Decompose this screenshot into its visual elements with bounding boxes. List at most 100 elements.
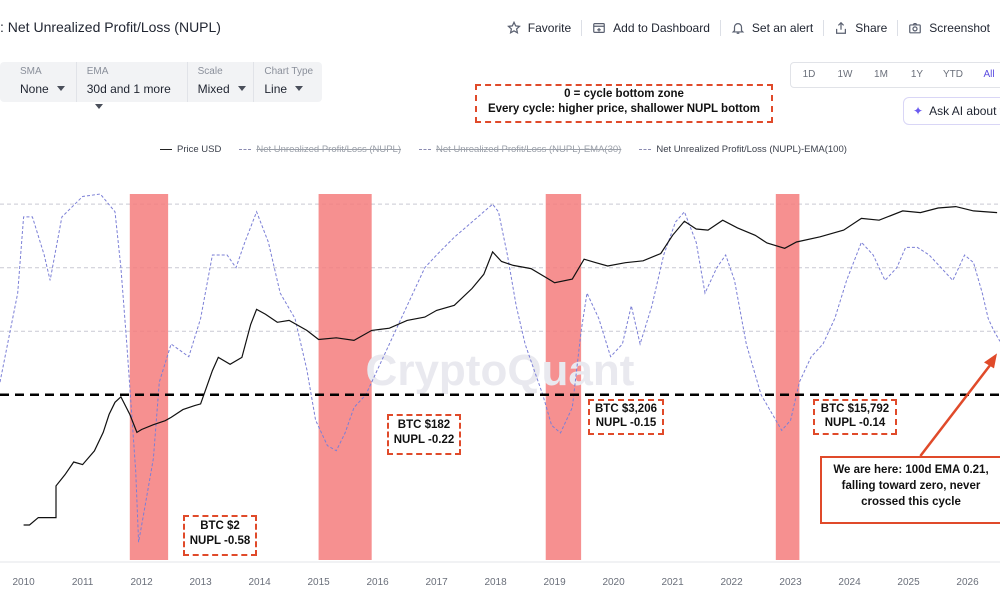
divider (897, 20, 899, 36)
favorite-label: Favorite (527, 21, 572, 35)
legend-label: Price USD (177, 144, 222, 155)
x-tick-label: 2023 (779, 577, 802, 588)
range-1y[interactable]: 1Y (910, 69, 924, 80)
legend-swatch (419, 149, 432, 150)
legend-nupl-ema30[interactable]: Net Unrealized Profit/Loss (NUPL)-EMA(30… (419, 144, 621, 155)
x-tick-label: 2017 (425, 577, 448, 588)
range-1m[interactable]: 1M (874, 69, 888, 80)
bottom-2011-note: BTC $2 NUPL -0.58 (183, 515, 257, 556)
x-tick-label: 2013 (189, 577, 212, 588)
bottom-zone-band (129, 194, 169, 560)
add-to-dashboard-button[interactable]: Add to Dashboard (582, 14, 720, 42)
dashboard-icon (593, 23, 606, 33)
note-line: NUPL -0.22 (393, 434, 455, 446)
chart-type-value: Line (264, 82, 288, 96)
page-title: : Net Unrealized Profit/Loss (NUPL) (0, 19, 221, 35)
note-line: NUPL -0.14 (824, 417, 886, 429)
ema-label: EMA (86, 66, 109, 77)
note-line: BTC $15,792 (820, 403, 890, 415)
x-tick-label: 2016 (366, 577, 389, 588)
legend-label: Net Unrealized Profit/Loss (NUPL) (256, 144, 402, 155)
x-tick-label: 2011 (72, 577, 94, 588)
set-alert-button[interactable]: Set an alert (721, 14, 823, 42)
scale-select[interactable]: Scale Mixed (188, 62, 255, 102)
x-tick-label: 2014 (248, 577, 271, 588)
screenshot-label: Screenshot (929, 21, 990, 35)
legend-label: Net Unrealized Profit/Loss (NUPL)-EMA(30… (436, 144, 622, 155)
note-line: BTC $2 (200, 520, 240, 532)
bell-icon (731, 23, 745, 34)
set-alert-label: Set an alert (751, 21, 814, 35)
ema-select[interactable]: EMA 30d and 1 more (77, 62, 188, 110)
sma-select[interactable]: SMA None (0, 62, 77, 102)
x-tick-label: 2026 (956, 577, 979, 588)
scale-label: Scale (197, 66, 223, 77)
chart-type-select[interactable]: Chart Type Line (254, 62, 322, 102)
divider (581, 20, 583, 36)
star-icon (506, 21, 521, 35)
x-tick-label: 2022 (720, 577, 743, 588)
top-bar: : Net Unrealized Profit/Loss (NUPL) Favo… (0, 0, 1000, 56)
x-tick-label: 2012 (130, 577, 153, 588)
range-1w[interactable]: 1W (837, 69, 853, 80)
note-line: BTC $3,206 (594, 403, 657, 415)
chevron-down-icon (56, 86, 65, 92)
note-line: crossed this cycle (861, 496, 961, 508)
divider (719, 20, 721, 36)
watermark: CryptoQuant (366, 346, 635, 395)
ask-ai-label: Ask AI about this (929, 104, 1000, 118)
screenshot-button[interactable]: Screenshot (898, 14, 1000, 42)
scale-value: Mixed (197, 82, 230, 96)
chart-legend: Price USD Net Unrealized Profit/Loss (NU… (160, 144, 865, 155)
chart-type-label: Chart Type (264, 66, 314, 77)
series-lines (0, 193, 1000, 543)
x-tick-label: 2010 (12, 577, 35, 588)
chevron-down-icon (237, 86, 246, 92)
chart-grid (0, 203, 1000, 563)
bottom-2015-note: BTC $182 NUPL -0.22 (387, 414, 461, 455)
share-label: Share (855, 21, 888, 35)
range-all[interactable]: All (983, 69, 995, 80)
ema-value: 30d and 1 more (86, 82, 171, 96)
ask-ai-button[interactable]: ✦ Ask AI about this (903, 97, 1000, 125)
note-line: NUPL -0.58 (189, 535, 251, 547)
cycle-note-line: 0 = cycle bottom zone (564, 88, 684, 100)
add-to-dashboard-label: Add to Dashboard (613, 21, 710, 35)
chevron-down-icon (94, 104, 103, 110)
legend-nupl-ema100[interactable]: Net Unrealized Profit/Loss (NUPL)-EMA(10… (639, 144, 847, 155)
sma-label: SMA (20, 66, 42, 77)
bottom-zone-band (775, 194, 800, 560)
bottom-zone-band (545, 194, 582, 560)
share-button[interactable]: Share (824, 14, 897, 42)
favorite-button[interactable]: Favorite (497, 14, 581, 42)
sma-value: None (20, 82, 49, 96)
x-axis: 2010 2011 2012 2013 2014 2015 2016 2017 2018 2019… (12, 577, 979, 588)
bottom-zones (129, 194, 800, 560)
range-selector: 1D 1W 1M 1Y YTD All (790, 62, 1000, 88)
x-tick-label: 2024 (838, 577, 861, 588)
x-tick-label: 2025 (897, 577, 920, 588)
legend-swatch (160, 149, 172, 150)
camera-icon (909, 23, 922, 34)
nupl-chart: CryptoQuant 2010 2011 2012 2013 2014 2015 2016… (0, 193, 1000, 588)
divider (823, 20, 825, 36)
legend-price[interactable]: Price USD (160, 144, 221, 155)
x-tick-label: 2019 (543, 577, 566, 588)
chart-controls: SMA None EMA 30d and 1 more Scale Mixed … (0, 62, 322, 110)
sparkle-icon: ✦ (913, 104, 924, 118)
header-actions: Favorite Add to Dashboard Set an alert S… (497, 14, 1000, 42)
x-tick-label: 2020 (602, 577, 625, 588)
price-usd-line (23, 205, 998, 526)
range-ytd[interactable]: YTD (943, 69, 963, 80)
legend-label: Net Unrealized Profit/Loss (NUPL)-EMA(10… (656, 144, 847, 155)
legend-swatch (639, 149, 652, 150)
bottom-2018-note: BTC $3,206 NUPL -0.15 (588, 399, 664, 435)
x-tick-label: 2015 (307, 577, 330, 588)
legend-nupl[interactable]: Net Unrealized Profit/Loss (NUPL) (239, 144, 401, 155)
cycle-note-line: Every cycle: higher price, shallower NUP… (487, 103, 761, 115)
bottom-zone-band (318, 194, 372, 560)
now-arrowhead (984, 353, 997, 369)
range-1d[interactable]: 1D (802, 69, 816, 80)
x-tick-label: 2021 (661, 577, 684, 588)
share-icon (836, 21, 847, 34)
